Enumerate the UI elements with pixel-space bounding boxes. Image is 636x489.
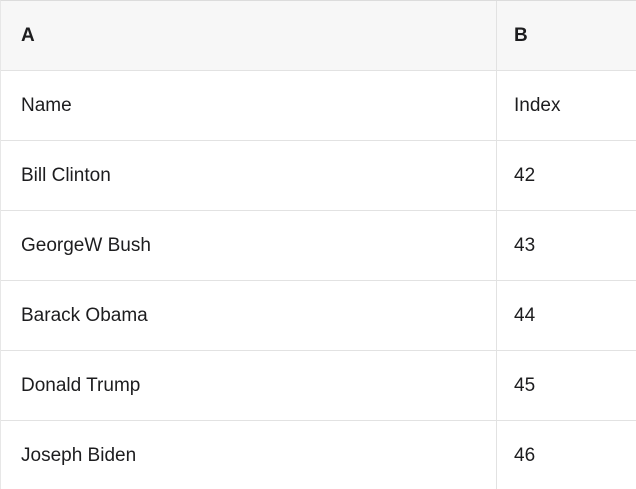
cell-b6[interactable]: 46 (514, 445, 536, 466)
cell-b5[interactable]: 45 (514, 375, 536, 396)
table-row: Donald Trump 45 (1, 351, 636, 421)
column-header-a[interactable]: A (1, 1, 497, 70)
cell-a2[interactable]: Bill Clinton (1, 141, 497, 210)
cell-a3[interactable]: GeorgeW Bush (1, 211, 497, 280)
cell-a5[interactable]: Donald Trump (1, 351, 497, 420)
cell-a6[interactable]: Joseph Biden (1, 421, 497, 489)
cell-b2[interactable]: 42 (514, 165, 536, 186)
table-row: Joseph Biden 46 (1, 421, 636, 489)
table-row: Bill Clinton 42 (1, 141, 636, 211)
field-header-row: Name Index (1, 71, 636, 141)
table-row: GeorgeW Bush 43 (1, 211, 636, 281)
cell-b3[interactable]: 43 (514, 235, 536, 256)
cell-a1-name[interactable]: Name (1, 71, 497, 140)
table-row: Barack Obama 44 (1, 281, 636, 351)
cell-a4[interactable]: Barack Obama (1, 281, 497, 350)
column-header-row: A B (1, 1, 636, 71)
column-header-b[interactable]: B (514, 25, 528, 46)
cell-b4[interactable]: 44 (514, 305, 536, 326)
cell-b1-index[interactable]: Index (514, 95, 561, 116)
